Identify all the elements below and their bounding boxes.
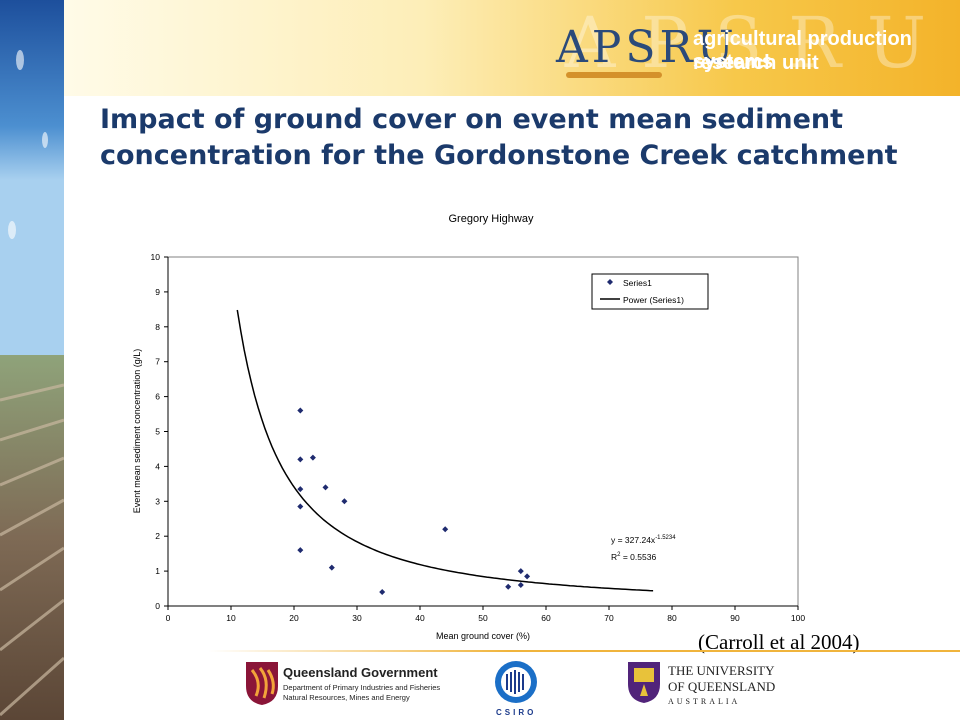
footer-logos: Queensland Government Department of Prim… bbox=[0, 655, 960, 720]
org-name-line2: research unit bbox=[693, 52, 819, 74]
y-axis-label: Event mean sediment concentration (g/L) bbox=[132, 349, 142, 514]
y-ticks: 0 1 2 3 4 5 6 7 8 9 10 bbox=[151, 252, 168, 611]
x-axis-label: Mean ground cover (%) bbox=[436, 631, 530, 641]
data-point bbox=[328, 564, 335, 571]
data-point bbox=[297, 456, 304, 463]
uq-crest-icon bbox=[628, 662, 660, 703]
x-tick-label: 100 bbox=[791, 613, 805, 623]
x-tick-label: 50 bbox=[478, 613, 488, 623]
x-tick-label: 10 bbox=[226, 613, 236, 623]
banner-watermark: APSRU bbox=[564, 2, 952, 84]
apsru-logo: APSRU bbox=[556, 22, 738, 73]
logo-swoosh bbox=[566, 72, 662, 78]
org-name-line1: agricultural production systems bbox=[693, 28, 912, 73]
legend: Series1 Power (Series1) bbox=[591, 273, 709, 310]
y-tick-label: 5 bbox=[155, 427, 160, 437]
x-tick-label: 20 bbox=[289, 613, 299, 623]
uq-name-line1: THE UNIVERSITY bbox=[668, 663, 775, 678]
csiro-logo-icon bbox=[495, 661, 537, 703]
data-point bbox=[517, 582, 524, 589]
csiro-wordmark: CSIRO bbox=[496, 708, 537, 717]
y-tick-label: 1 bbox=[155, 566, 160, 576]
y-tick-label: 4 bbox=[155, 461, 160, 471]
data-point bbox=[341, 498, 348, 505]
y-tick-label: 9 bbox=[155, 287, 160, 297]
data-point bbox=[297, 547, 304, 554]
qld-dept-line2: Natural Resources, Mines and Energy bbox=[283, 693, 410, 702]
x-tick-label: 60 bbox=[541, 613, 551, 623]
data-point bbox=[524, 573, 531, 580]
uq-country: AUSTRALIA bbox=[668, 697, 741, 706]
uq-name-line2: OF QUEENSLAND bbox=[668, 679, 776, 694]
legend-label-series1: Series1 bbox=[623, 278, 652, 288]
data-point bbox=[379, 589, 386, 596]
qld-crest-icon bbox=[246, 662, 278, 705]
qld-dept-line1: Department of Primary Industries and Fis… bbox=[283, 683, 441, 692]
x-ticks: 0 10 20 30 40 50 60 70 80 90 100 bbox=[166, 606, 805, 623]
data-points bbox=[297, 407, 531, 596]
x-tick-label: 40 bbox=[415, 613, 425, 623]
data-point bbox=[309, 454, 316, 461]
data-point bbox=[442, 526, 449, 533]
qld-government-name: Queensland Government bbox=[283, 665, 438, 680]
footer-rule bbox=[208, 650, 960, 652]
y-tick-label: 10 bbox=[151, 252, 161, 262]
power-trendline bbox=[236, 309, 654, 592]
plot-area bbox=[167, 256, 799, 607]
page-title: Impact of ground cover on event mean sed… bbox=[100, 104, 898, 171]
y-tick-label: 8 bbox=[155, 322, 160, 332]
y-tick-label: 2 bbox=[155, 531, 160, 541]
data-point bbox=[505, 583, 512, 590]
header-banner: APSRU bbox=[64, 0, 960, 96]
legend-label-trend: Power (Series1) bbox=[623, 295, 684, 305]
y-tick-label: 6 bbox=[155, 392, 160, 402]
side-landscape-graphic bbox=[0, 0, 64, 720]
data-point bbox=[297, 407, 304, 414]
y-tick-label: 7 bbox=[155, 357, 160, 367]
x-tick-label: 30 bbox=[352, 613, 362, 623]
x-tick-label: 90 bbox=[730, 613, 740, 623]
data-point bbox=[322, 484, 329, 491]
x-tick-label: 80 bbox=[667, 613, 677, 623]
x-tick-label: 0 bbox=[166, 613, 171, 623]
trend-equation: y = 327.24x-1.5234 bbox=[611, 535, 676, 545]
legend-marker-series1 bbox=[607, 279, 613, 285]
scatter-chart: Gregory Highway 0 10 20 30 40 50 60 70 80 90 100 0… bbox=[132, 213, 805, 641]
legend-box bbox=[591, 273, 709, 310]
chart-title: Gregory Highway bbox=[449, 213, 534, 225]
x-tick-label: 70 bbox=[604, 613, 614, 623]
data-point bbox=[297, 503, 304, 510]
y-tick-label: 0 bbox=[155, 601, 160, 611]
r-squared: R2 = 0.5536 bbox=[611, 552, 656, 562]
data-point bbox=[517, 568, 524, 575]
data-point bbox=[297, 486, 304, 493]
y-tick-label: 3 bbox=[155, 496, 160, 506]
